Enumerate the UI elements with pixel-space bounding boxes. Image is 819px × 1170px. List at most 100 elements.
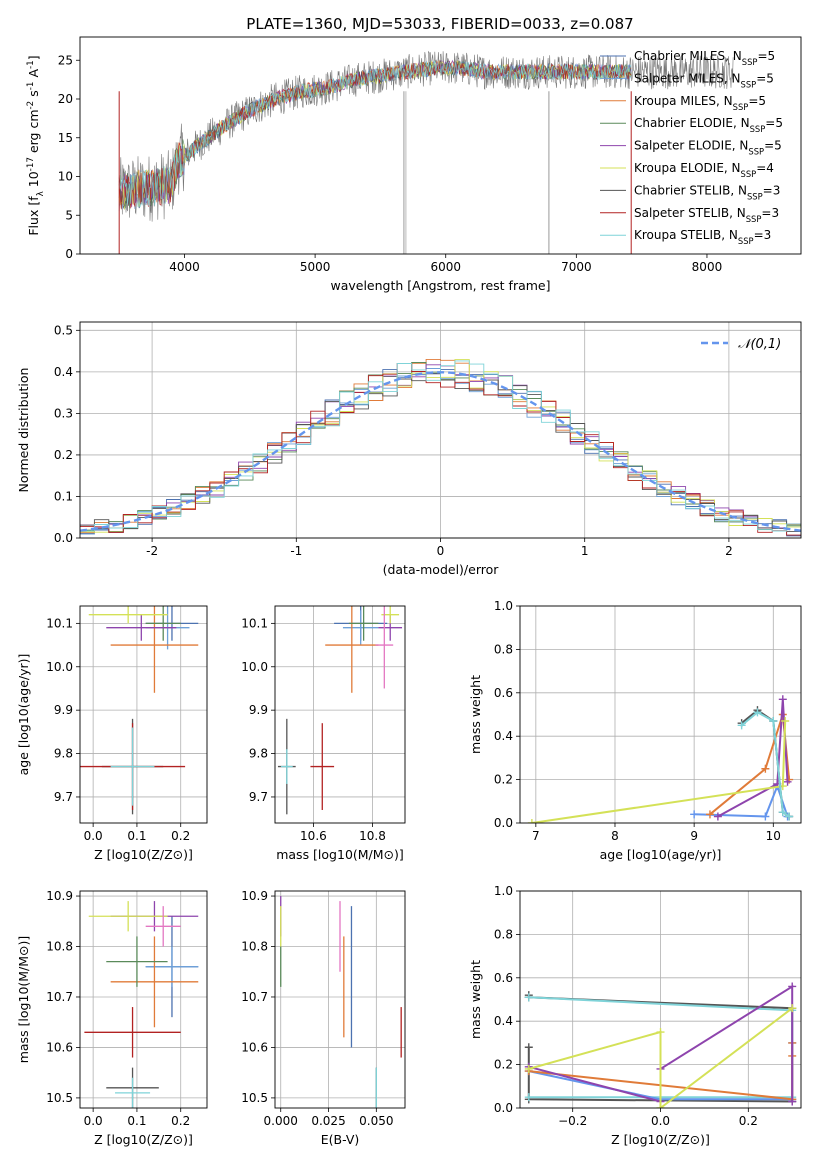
x-tick-label: -2 <box>146 544 158 558</box>
x-tick-label: 4000 <box>169 260 200 274</box>
x-tick-label: 0.2 <box>171 1114 190 1128</box>
y-tick-label: 9.7 <box>249 790 268 804</box>
x-axis-label: (data-model)/error <box>383 562 500 577</box>
x-tick-label: -1 <box>290 544 302 558</box>
y-tick-label: 0.6 <box>494 686 513 700</box>
y-tick-label: 0.0 <box>494 1101 513 1115</box>
weight-marker <box>783 777 792 786</box>
plot-area <box>80 606 199 815</box>
y-tick-label: 0.0 <box>54 531 73 545</box>
x-tick-label: 0.1 <box>127 829 146 843</box>
plots-container: 4000 5000 6000 7000 80000510152025wavelength… <box>16 36 802 1147</box>
x-axis-label: E(B-V) <box>321 1132 360 1147</box>
x-tick-label: 0.0 <box>84 1114 103 1128</box>
weight-marker <box>788 1004 797 1013</box>
x-tick-label: 6000 <box>430 260 461 274</box>
weight-marker <box>690 810 699 819</box>
data-point <box>325 606 379 693</box>
plot-area <box>277 606 403 815</box>
weight-marker <box>753 708 762 717</box>
axes-frame <box>519 605 802 824</box>
data-point <box>84 1007 181 1058</box>
y-tick-label: 10.1 <box>241 616 268 630</box>
weight-marker <box>527 819 536 823</box>
axes-frame <box>79 321 802 539</box>
x-tick-label: 8000 <box>692 260 723 274</box>
y-tick-label: 9.9 <box>249 703 268 717</box>
x-tick-label: 10.8 <box>359 829 386 843</box>
y-axis-label: mass [log10(M/M⊙)] <box>16 936 31 1064</box>
weight-marker <box>788 982 797 991</box>
plot-area <box>80 358 801 537</box>
data-point <box>145 906 181 947</box>
y-tick-label: 10.5 <box>46 1091 73 1105</box>
weight-marker <box>656 1104 665 1108</box>
data-point <box>88 901 168 932</box>
weight-marker <box>788 1097 797 1106</box>
chart-spectrum: 4000 5000 6000 7000 8000 0 5 10 15 20 25 wavelength… <box>26 36 802 293</box>
y-tick-label: 9.9 <box>54 703 73 717</box>
legend-label: Kroupa STELIB, NSSP=3 <box>634 228 771 246</box>
y-tick-label: 0 <box>65 247 73 261</box>
plot-area <box>118 50 734 254</box>
y-tick-label: 10.6 <box>241 1040 268 1054</box>
y-axis-label: age [log10(age/yr)] <box>16 654 31 776</box>
legend-label: Kroupa ELODIE, NSSP=4 <box>634 161 774 179</box>
weight-marker <box>778 808 787 817</box>
y-tick-label: 20 <box>58 92 73 106</box>
y-tick-label: 1.0 <box>494 599 513 613</box>
legend-label: Salpeter STELIB, NSSP=3 <box>634 206 779 224</box>
plot-area <box>527 695 794 823</box>
legend: Chabrier MILES, NSSP=5 Salpeter MILES, NS… <box>600 49 783 246</box>
y-axis-label: Normed distribution <box>16 368 31 493</box>
data-point <box>110 936 199 1028</box>
y-tick-label: 10.5 <box>241 1091 268 1105</box>
data-point <box>106 936 168 987</box>
y-tick-label: 0.0 <box>494 816 513 830</box>
x-axis-label: age [log10(age/yr)] <box>600 847 722 862</box>
y-tick-label: 0.2 <box>494 1058 513 1072</box>
weight-marker <box>656 1028 665 1037</box>
data-point <box>110 606 199 693</box>
chart-z-vs-age: 0.0 0.1 0.2 9.7 9.8 9.9 10.0 10.1 Z [log10(Z/Z⊙)… <box>16 605 208 862</box>
data-point <box>88 606 168 624</box>
histogram-line <box>80 358 801 534</box>
weight-marker <box>713 812 722 821</box>
data-point <box>280 749 293 784</box>
y-tick-label: 9.7 <box>54 790 73 804</box>
y-tick-label: 10.7 <box>46 990 73 1004</box>
y-tick-label: 0.4 <box>54 365 73 379</box>
legend: 𝒩(0,1) <box>701 337 781 352</box>
y-tick-label: 5 <box>65 208 73 222</box>
y-tick-label: 0.4 <box>494 729 513 743</box>
data-point <box>375 606 394 689</box>
weight-line <box>740 711 790 818</box>
y-tick-label: 10.9 <box>241 889 268 903</box>
x-tick-label: 10 <box>766 829 781 843</box>
y-tick-label: 10.6 <box>46 1040 73 1054</box>
y-tick-label: 10.7 <box>241 990 268 1004</box>
axes-frame <box>79 890 208 1109</box>
weight-marker <box>705 810 714 819</box>
weight-marker <box>524 1064 533 1073</box>
axes-frame <box>274 890 406 1109</box>
x-tick-label: −0.2 <box>558 1114 587 1128</box>
y-tick-label: 10.8 <box>46 940 73 954</box>
y-tick-label: 1.0 <box>494 884 513 898</box>
x-axis-label: mass [log10(M/M⊙)] <box>276 847 404 862</box>
y-tick-label: 0.5 <box>54 323 73 337</box>
weight-marker <box>785 812 794 821</box>
chart-ebv-vs-mass: 0.000 0.025 0.050 10.5 10.6 10.7 10.8 10.9 E(B-V… <box>241 889 406 1147</box>
y-tick-label: 9.8 <box>249 747 268 761</box>
legend-label: Salpeter MILES, NSSP=5 <box>634 71 774 89</box>
y-tick-label: 0.4 <box>494 1014 513 1028</box>
y-tick-label: 0.2 <box>494 773 513 787</box>
legend-label: Kroupa MILES, NSSP=5 <box>634 94 766 112</box>
spectrum-model-line <box>118 60 632 210</box>
legend-label: 𝒩(0,1) <box>738 337 781 352</box>
weight-marker <box>778 695 787 704</box>
figure-title: PLATE=1360, MJD=53033, FIBERID=0033, z=0… <box>246 15 633 33</box>
y-tick-label: 10.1 <box>46 616 73 630</box>
axes-frame <box>79 36 802 255</box>
y-tick-label: 10.0 <box>241 660 268 674</box>
